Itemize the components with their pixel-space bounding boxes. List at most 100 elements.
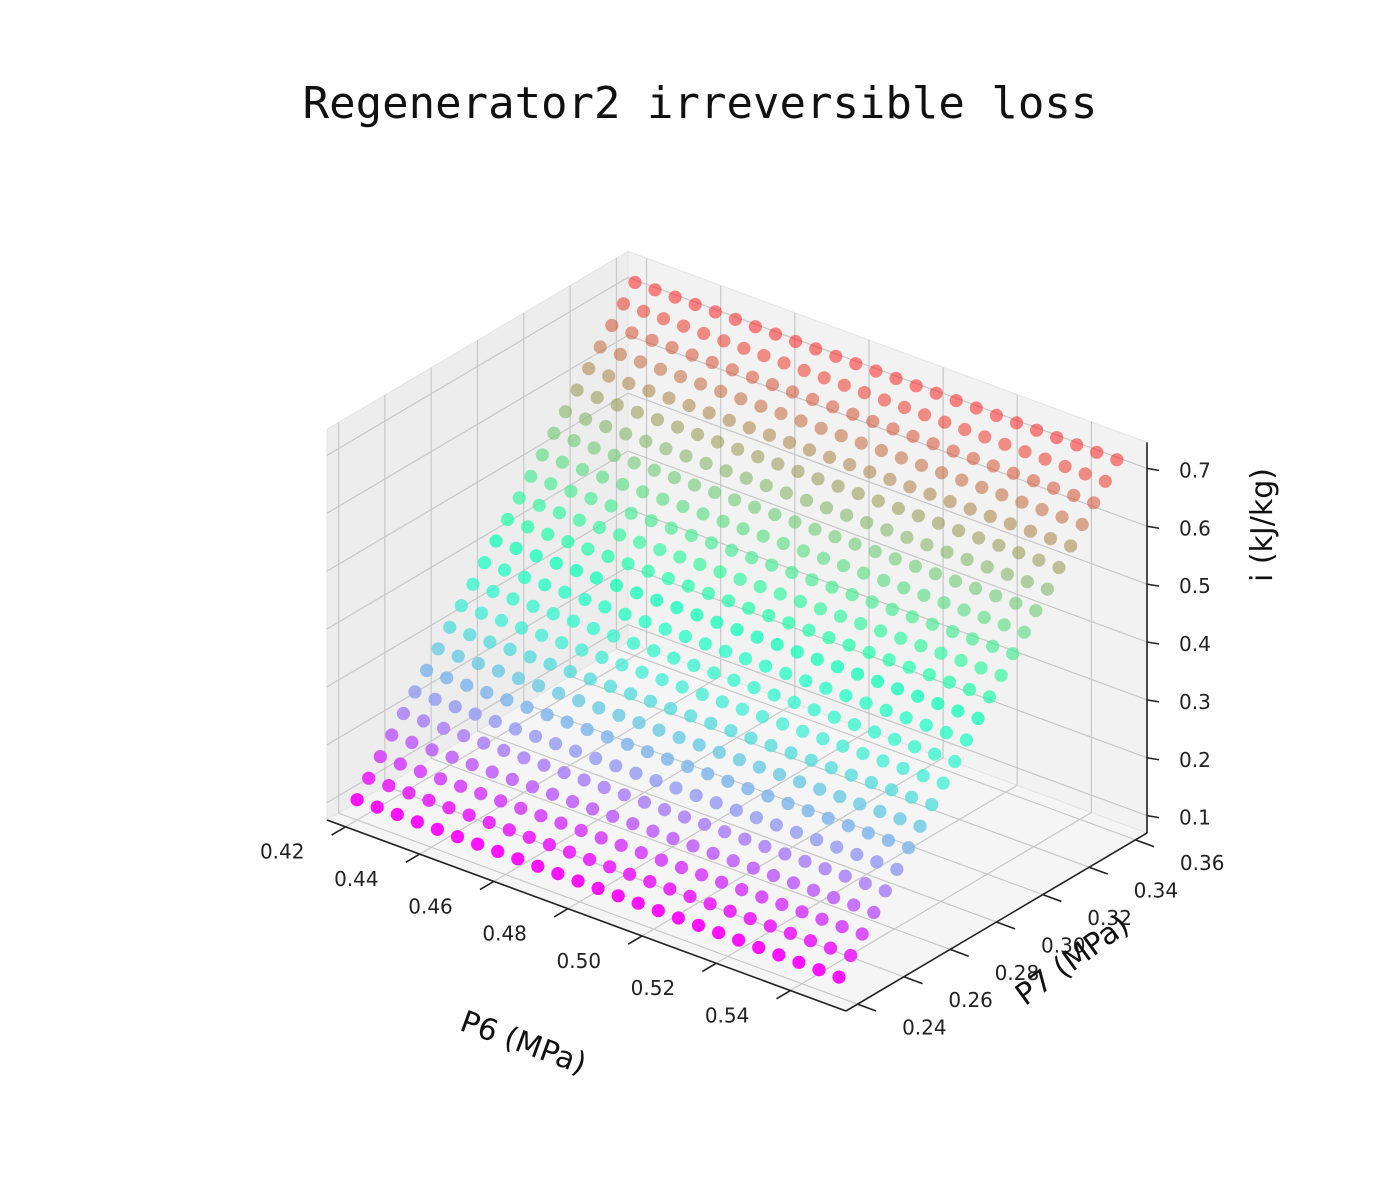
data-point	[508, 722, 522, 736]
data-point	[477, 556, 492, 570]
data-point	[837, 378, 851, 392]
data-point	[873, 804, 887, 819]
data-point	[886, 422, 900, 436]
y-tick-mark	[857, 1003, 877, 1012]
data-point	[986, 459, 1000, 473]
data-point	[925, 617, 940, 631]
data-point	[815, 912, 829, 926]
data-point	[830, 660, 845, 674]
data-point	[844, 948, 858, 963]
data-point	[558, 585, 572, 599]
data-point	[789, 334, 803, 349]
data-point	[858, 876, 872, 891]
data-point	[818, 862, 832, 876]
data-point	[643, 875, 657, 889]
data-point	[777, 356, 791, 370]
data-point	[592, 701, 606, 715]
data-point	[813, 782, 827, 796]
data-point	[811, 472, 825, 486]
data-point	[408, 685, 422, 699]
data-point	[697, 326, 711, 341]
data-point	[739, 471, 753, 485]
data-point	[1012, 546, 1026, 560]
grid-line-z-side	[326, 566, 629, 746]
data-point	[574, 823, 588, 838]
data-point	[732, 933, 746, 947]
data-point	[757, 349, 771, 363]
data-point	[816, 551, 831, 565]
grid-line-z-back	[627, 276, 1148, 469]
data-point	[549, 737, 563, 751]
data-point	[936, 776, 950, 790]
data-point	[621, 557, 635, 571]
data-point	[545, 787, 560, 801]
data-point	[540, 708, 554, 722]
data-point	[730, 623, 744, 637]
data-point	[894, 631, 908, 645]
data-point	[940, 545, 954, 559]
data-point	[654, 853, 669, 867]
data-point	[920, 538, 934, 552]
data-point	[658, 622, 672, 636]
x-tick-label: 0.42	[260, 840, 305, 864]
data-point	[517, 751, 531, 765]
data-point	[712, 745, 726, 759]
data-point	[497, 743, 511, 758]
data-point	[647, 644, 661, 658]
data-point	[971, 711, 985, 726]
data-point	[535, 448, 549, 462]
data-point	[716, 514, 730, 528]
data-point	[782, 616, 796, 630]
y-tick-mark	[903, 976, 923, 985]
data-point	[969, 401, 983, 415]
data-point	[656, 312, 671, 326]
z-tick-mark	[1146, 699, 1160, 703]
data-point	[845, 588, 859, 602]
data-point	[591, 881, 605, 896]
grid-line-y-floor	[477, 730, 997, 923]
data-point	[871, 494, 885, 508]
data-point	[715, 695, 729, 709]
data-point	[722, 413, 736, 427]
data-point	[600, 730, 614, 744]
x-axis-line	[326, 819, 847, 1012]
data-point	[934, 646, 948, 660]
data-point	[602, 369, 616, 383]
data-point	[675, 680, 689, 694]
data-point	[994, 668, 1008, 682]
data-point	[791, 464, 805, 478]
data-point	[655, 673, 669, 687]
data-point	[782, 435, 797, 450]
data-point	[882, 653, 896, 667]
data-point	[1023, 524, 1037, 538]
data-point	[764, 738, 778, 753]
data-point	[491, 664, 505, 678]
data-point	[888, 552, 902, 566]
data-point	[370, 800, 384, 814]
data-point	[628, 275, 642, 289]
data-point	[830, 840, 844, 854]
data-point	[751, 450, 765, 464]
data-point	[541, 527, 555, 541]
x-tick-label: 0.48	[482, 922, 527, 946]
data-point	[952, 524, 966, 538]
data-point	[883, 472, 897, 486]
data-point	[738, 652, 753, 666]
data-point	[922, 668, 936, 682]
data-point	[931, 697, 945, 711]
data-point	[786, 876, 801, 890]
data-point	[798, 854, 812, 868]
data-point	[744, 731, 758, 745]
data-point	[648, 283, 662, 297]
y-tick-label: 0.30	[1041, 933, 1086, 957]
data-point	[1064, 539, 1078, 553]
data-point	[511, 671, 526, 686]
data-point	[526, 599, 540, 613]
data-point	[823, 450, 837, 464]
data-point	[954, 653, 968, 668]
data-point	[677, 810, 692, 824]
x-tick-mark	[405, 853, 421, 864]
data-point	[560, 715, 574, 729]
data-point	[618, 607, 632, 621]
data-point	[454, 599, 468, 613]
